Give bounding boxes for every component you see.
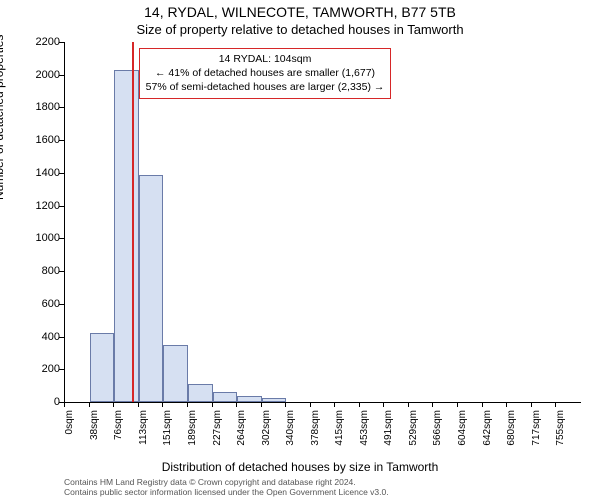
y-tick-label: 1400 bbox=[30, 167, 60, 179]
histogram-bar bbox=[90, 333, 115, 402]
x-tick-mark bbox=[457, 402, 458, 407]
x-tick-label: 491sqm bbox=[383, 410, 394, 450]
footer-line-1: Contains HM Land Registry data © Crown c… bbox=[64, 477, 389, 487]
histogram-bar bbox=[213, 392, 237, 402]
y-tick-label: 1800 bbox=[30, 101, 60, 113]
x-tick-mark bbox=[285, 402, 286, 407]
x-tick-label: 604sqm bbox=[457, 410, 468, 450]
x-tick-label: 453sqm bbox=[359, 410, 370, 450]
footer-attribution: Contains HM Land Registry data © Crown c… bbox=[64, 477, 389, 497]
y-tick-label: 1600 bbox=[30, 134, 60, 146]
y-tick-label: 600 bbox=[30, 298, 60, 310]
x-tick-mark bbox=[482, 402, 483, 407]
chart-subtitle: Size of property relative to detached ho… bbox=[0, 22, 600, 37]
x-tick-mark bbox=[506, 402, 507, 407]
footer-line-2: Contains public sector information licen… bbox=[64, 487, 389, 497]
histogram-bar bbox=[188, 384, 213, 402]
x-tick-mark bbox=[162, 402, 163, 407]
x-tick-mark bbox=[261, 402, 262, 407]
x-tick-mark bbox=[310, 402, 311, 407]
x-tick-mark bbox=[138, 402, 139, 407]
x-tick-label: 302sqm bbox=[261, 410, 272, 450]
x-tick-label: 642sqm bbox=[482, 410, 493, 450]
histogram-bar bbox=[262, 398, 287, 402]
x-tick-mark bbox=[359, 402, 360, 407]
x-tick-mark bbox=[334, 402, 335, 407]
x-tick-label: 264sqm bbox=[236, 410, 247, 450]
annotation-line-2: ← 41% of detached houses are smaller (1,… bbox=[146, 66, 385, 80]
y-tick-label: 2200 bbox=[30, 36, 60, 48]
y-axis-label: Number of detached properties bbox=[0, 35, 6, 200]
x-tick-label: 189sqm bbox=[187, 410, 198, 450]
y-tick-label: 0 bbox=[30, 396, 60, 408]
x-tick-label: 151sqm bbox=[162, 410, 173, 450]
reference-line bbox=[132, 42, 134, 402]
x-tick-label: 113sqm bbox=[138, 410, 149, 450]
y-tick-label: 400 bbox=[30, 331, 60, 343]
plot-area: 14 RYDAL: 104sqm ← 41% of detached house… bbox=[64, 42, 581, 403]
x-tick-mark bbox=[89, 402, 90, 407]
x-tick-mark bbox=[531, 402, 532, 407]
x-tick-mark bbox=[408, 402, 409, 407]
annotation-line-3: 57% of semi-detached houses are larger (… bbox=[146, 80, 385, 94]
x-tick-label: 755sqm bbox=[555, 410, 566, 450]
histogram-bar bbox=[114, 70, 138, 402]
x-tick-mark bbox=[64, 402, 65, 407]
histogram-bar bbox=[237, 396, 262, 402]
x-tick-label: 680sqm bbox=[506, 410, 517, 450]
histogram-bar bbox=[139, 175, 164, 402]
x-tick-label: 76sqm bbox=[113, 410, 124, 450]
x-tick-label: 717sqm bbox=[531, 410, 542, 450]
histogram-bar bbox=[163, 345, 188, 402]
x-tick-label: 415sqm bbox=[334, 410, 345, 450]
x-tick-label: 378sqm bbox=[310, 410, 321, 450]
x-tick-mark bbox=[383, 402, 384, 407]
chart-container: 14, RYDAL, WILNECOTE, TAMWORTH, B77 5TB … bbox=[0, 0, 600, 500]
x-tick-mark bbox=[212, 402, 213, 407]
x-tick-label: 340sqm bbox=[285, 410, 296, 450]
x-tick-label: 0sqm bbox=[64, 410, 75, 450]
y-tick-label: 200 bbox=[30, 363, 60, 375]
annotation-line-1: 14 RYDAL: 104sqm bbox=[146, 52, 385, 66]
x-tick-mark bbox=[555, 402, 556, 407]
x-axis-label: Distribution of detached houses by size … bbox=[0, 460, 600, 474]
x-tick-mark bbox=[236, 402, 237, 407]
y-tick-label: 1000 bbox=[30, 232, 60, 244]
chart-title: 14, RYDAL, WILNECOTE, TAMWORTH, B77 5TB bbox=[0, 4, 600, 20]
x-tick-mark bbox=[187, 402, 188, 407]
x-tick-label: 529sqm bbox=[408, 410, 419, 450]
x-tick-label: 566sqm bbox=[432, 410, 443, 450]
x-tick-label: 38sqm bbox=[89, 410, 100, 450]
y-tick-label: 1200 bbox=[30, 200, 60, 212]
y-tick-label: 2000 bbox=[30, 69, 60, 81]
x-tick-label: 227sqm bbox=[212, 410, 223, 450]
y-tick-label: 800 bbox=[30, 265, 60, 277]
x-tick-mark bbox=[432, 402, 433, 407]
annotation-box: 14 RYDAL: 104sqm ← 41% of detached house… bbox=[139, 48, 392, 99]
x-tick-mark bbox=[113, 402, 114, 407]
